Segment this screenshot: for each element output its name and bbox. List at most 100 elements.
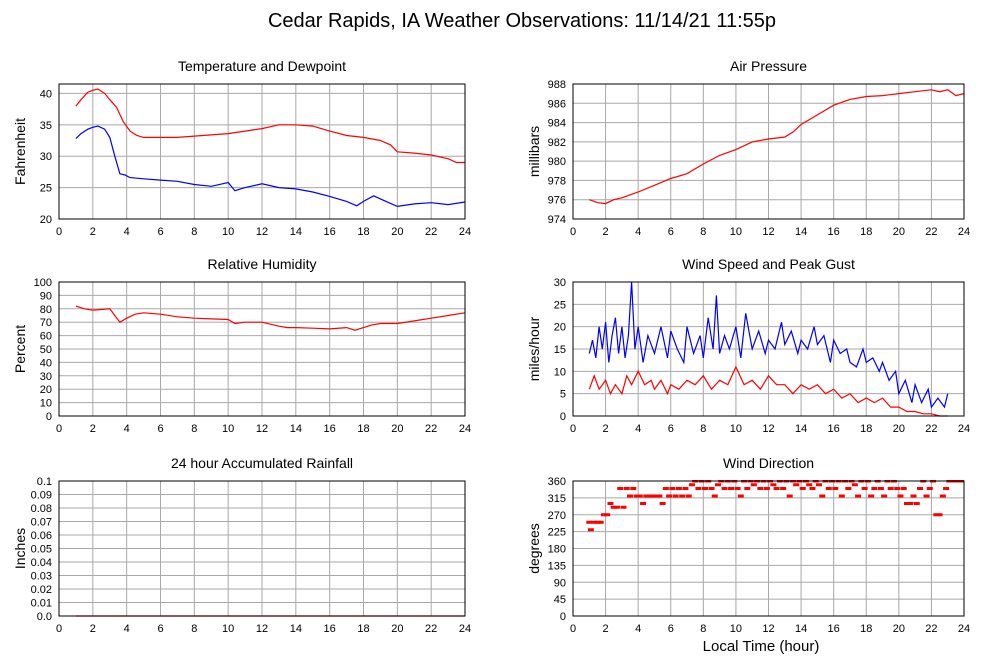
y-tick-label: 10 [554, 366, 566, 378]
x-tick-label: 20 [391, 226, 403, 238]
direction-point [894, 487, 901, 490]
rainfall-chart: 0 2 4 6 8 10 12 14 16 18 20 22 240.00.010.020.030.04… [12, 455, 471, 635]
y-tick-label: 0 [46, 411, 52, 423]
x-tick-label: 24 [958, 423, 970, 435]
direction-point [871, 487, 878, 490]
direction-point [688, 483, 695, 487]
y-tick-label: 45 [554, 594, 566, 606]
x-tick-label: 6 [157, 423, 163, 435]
x-tick-label: 22 [425, 226, 437, 238]
y-tick-label: 0.02 [31, 584, 52, 596]
y-tick-label: 270 [548, 510, 566, 522]
y-tick-label: 986 [548, 98, 566, 110]
y-tick-label: 315 [548, 493, 566, 505]
x-tick-label: 0 [56, 226, 62, 238]
x-tick-label: 18 [860, 623, 872, 635]
direction-point [838, 494, 845, 498]
x-tick-label: 16 [828, 623, 840, 635]
x-tick-label: 24 [459, 423, 471, 435]
y-tick-label: 5 [560, 389, 566, 401]
direction-point [620, 505, 627, 509]
direction-point [887, 487, 894, 490]
y-tick-label: 25 [554, 299, 566, 311]
y-tick-label: 225 [548, 527, 566, 539]
direction-point [591, 520, 598, 524]
y-tick-label: 20 [40, 214, 52, 226]
direction-point [737, 494, 744, 498]
x-tick-label: 2 [90, 623, 96, 635]
x-tick-label: 10 [730, 423, 742, 435]
direction-point [623, 487, 630, 490]
direction-point [861, 487, 868, 490]
direction-point [936, 513, 943, 517]
x-tick-label: 4 [124, 423, 130, 435]
y-axis-label: Percent [12, 325, 28, 373]
x-tick-label: 8 [191, 623, 197, 635]
x-tick-label: 6 [157, 623, 163, 635]
direction-point [682, 487, 689, 490]
direction-point [809, 487, 816, 490]
x-tick-label: 16 [828, 226, 840, 238]
direction-point [832, 487, 839, 490]
direction-point [685, 494, 692, 498]
x-tick-label: 10 [730, 226, 742, 238]
direction-point [640, 502, 647, 505]
y-tick-label: 0.03 [31, 571, 52, 583]
x-tick-label: 14 [290, 423, 302, 435]
direction-point [643, 494, 650, 498]
x-tick-label: 24 [958, 623, 970, 635]
direction-point [600, 513, 607, 517]
direction-point [659, 502, 666, 505]
y-tick-label: 0 [560, 411, 566, 423]
x-tick-label: 8 [700, 226, 706, 238]
y-tick-label: 982 [548, 137, 566, 149]
y-tick-label: 35 [40, 120, 52, 132]
direction-point [903, 502, 910, 505]
x-tick-label: 4 [635, 623, 641, 635]
plot-frame [572, 480, 965, 617]
y-tick-label: 70 [40, 317, 52, 329]
chart-title: Relative Humidity [208, 256, 317, 272]
y-tick-label: 0.05 [31, 544, 52, 556]
direction-point [734, 487, 741, 490]
y-tick-label: 10 [40, 398, 52, 410]
y-axis-label: Fahrenheit [12, 118, 28, 185]
x-tick-label: 18 [860, 226, 872, 238]
x-tick-label: 8 [191, 226, 197, 238]
y-tick-label: 180 [548, 544, 566, 556]
direction-point [757, 487, 764, 490]
direction-point [711, 494, 718, 498]
y-tick-label: 135 [548, 560, 566, 572]
y-tick-label: 0 [560, 611, 566, 623]
chart-title: Wind Speed and Peak Gust [682, 256, 855, 272]
y-tick-label: 30 [40, 151, 52, 163]
x-tick-label: 2 [90, 423, 96, 435]
y-tick-label: 20 [554, 322, 566, 334]
y-tick-label: 20 [40, 384, 52, 396]
x-tick-label: 6 [157, 226, 163, 238]
x-tick-label: 18 [357, 423, 369, 435]
x-tick-label: 2 [603, 423, 609, 435]
relative-humidity-chart: 0 2 4 6 8 10 12 14 16 18 20 22 240102030405060708090… [12, 256, 471, 435]
y-tick-label: 60 [40, 331, 52, 343]
y-tick-label: 0.07 [31, 517, 52, 529]
x-tick-label: 0 [56, 623, 62, 635]
direction-point [633, 494, 640, 498]
x-tick-label: 22 [425, 423, 437, 435]
x-tick-label: 24 [459, 623, 471, 635]
direction-point [636, 494, 643, 498]
plot-frame [58, 83, 466, 220]
x-tick-label: 2 [603, 623, 609, 635]
x-tick-label: 20 [893, 226, 905, 238]
direction-point [649, 494, 656, 498]
direction-point [714, 483, 721, 487]
y-tick-label: 40 [40, 88, 52, 100]
y-tick-label: 0.09 [31, 490, 52, 502]
direction-point [662, 487, 669, 490]
direction-point [597, 520, 604, 524]
y-tick-label: 988 [548, 79, 566, 91]
direction-point [646, 494, 653, 498]
x-tick-label: 0 [570, 623, 576, 635]
direction-point [604, 513, 611, 517]
